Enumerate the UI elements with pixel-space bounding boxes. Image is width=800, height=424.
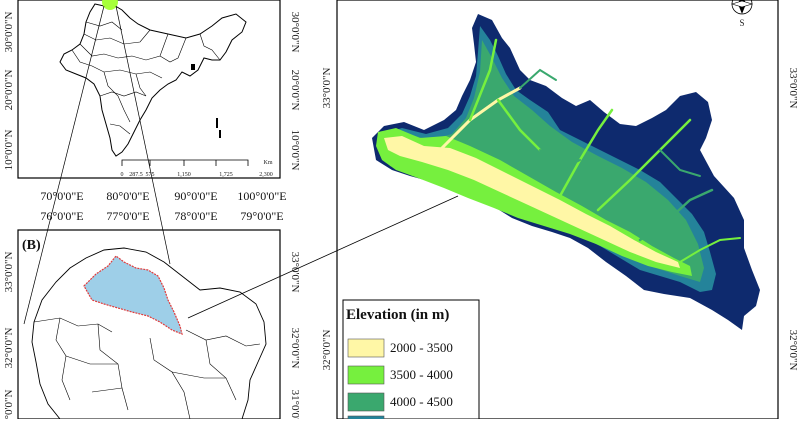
legend-label-1: 2000 - 3500 — [390, 340, 453, 355]
legend-swatch-1 — [347, 338, 385, 358]
elevation-legend: Elevation (in m) 2000 - 3500 3500 - 4000… — [342, 299, 480, 424]
scale-unit: Km — [264, 160, 273, 166]
panel-a: 30°0'0"N 20°0'0"N 10°0'0"N 30°0'0"N 20°0… — [3, 0, 301, 203]
legend-swatch-3 — [347, 392, 385, 412]
panel-a-lon-3: 90°0'0"E — [174, 189, 217, 203]
north-arrow-icon: S — [730, 0, 754, 28]
elevation-low-zone — [384, 136, 680, 268]
scale-num-0: 0 — [121, 172, 124, 178]
study-area-highlight — [83, 255, 183, 335]
bangladesh-mark — [191, 64, 195, 70]
india-state-lines — [71, 21, 221, 135]
study-region-locator-marker — [102, 0, 118, 10]
main-lat-right-1: 33°0'0"N — [787, 68, 799, 109]
panel-b-lat-left-3: 31°0'0"N — [3, 390, 15, 419]
main-lat-right-2: 32°0'0"N — [787, 330, 799, 371]
legend-item: 3500 - 4000 — [347, 365, 453, 385]
legend-swatch-2 — [347, 365, 385, 385]
india-outline — [59, 3, 247, 157]
panel-a-lat-right-3: 10°0'0"N — [289, 130, 301, 171]
panel-b-lat-right-1: 33°0'0"N — [289, 252, 301, 293]
scale-num-1: 287.5 — [129, 172, 143, 178]
legend-item: 2000 - 3500 — [347, 338, 453, 358]
panel-a-scale-bar: 0 287.5 575 1,150 1,725 2,300 Km — [121, 159, 273, 178]
panel-b-lat-right-2: 32°0'0"N — [289, 328, 301, 369]
elevation-high-zone — [382, 40, 704, 282]
legend-title: Elevation (in m) — [346, 307, 449, 323]
main-map: 33°0'0"N 32°0'0"N 33°0'0"N 32°0'0"N S El… — [187, 0, 799, 424]
panel-a-lat-right-1: 30°0'0"N — [289, 12, 301, 53]
panel-b-lon-1: 76°0'0"E — [40, 209, 83, 223]
andaman-islands — [216, 118, 218, 128]
panel-a-lat-right-2: 20°0'0"N — [289, 70, 301, 111]
panel-a-lat-left-3: 10°0'0"N — [3, 130, 15, 171]
panel-a-lon-1: 70°0'0"E — [40, 189, 83, 203]
panel-b-lat-left-2: 32°0'0"N — [3, 328, 15, 369]
panel-a-lat-left-2: 20°0'0"N — [3, 70, 15, 111]
scale-num-2: 575 — [146, 172, 155, 178]
legend-item: 4000 - 4500 — [347, 392, 453, 412]
panel-b-lat-left-1: 33°0'0"N — [3, 252, 15, 293]
legend-label-2: 3500 - 4000 — [390, 367, 453, 382]
panel-b-lon-3: 78°0'0"E — [174, 209, 217, 223]
panel-b-lon-2: 77°0'0"E — [106, 209, 149, 223]
main-lat-left-2: 32°0'0"N — [321, 330, 333, 371]
panel-b-label: (B) — [22, 238, 41, 253]
valley-network — [438, 38, 741, 263]
panel-a-lat-left-1: 30°0'0"N — [3, 12, 15, 53]
connector-lines-a-b — [23, 5, 171, 325]
panel-b-lon-4: 79°0'0"E — [240, 209, 283, 223]
nicobar-islands — [219, 130, 221, 138]
connector-line-b-main — [187, 195, 459, 319]
panel-a-lon-2: 80°0'0"E — [106, 189, 149, 203]
scale-num-4: 1,725 — [219, 172, 233, 178]
panel-b-lat-right-3: 31°0'0"N — [289, 390, 301, 419]
scale-num-5: 2,300 — [259, 172, 273, 178]
district-internal-lines — [33, 317, 261, 420]
compass-letter-s: S — [739, 18, 744, 28]
panel-a-lon-4: 100°0'0"E — [237, 189, 286, 203]
legend-label-3: 4000 - 4500 — [390, 394, 453, 409]
main-lat-left-1: 33°0'0"N — [321, 68, 333, 109]
scale-num-3: 1,150 — [177, 172, 191, 178]
panel-b: 76°0'0"E 77°0'0"E 78°0'0"E 79°0'0"E (B) … — [3, 209, 301, 424]
